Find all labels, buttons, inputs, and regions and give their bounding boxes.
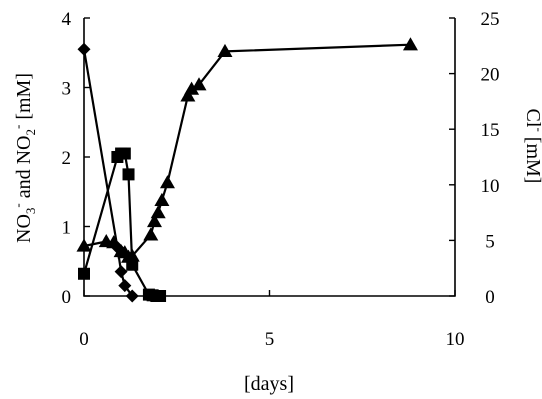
triangle-point <box>402 37 418 51</box>
y2-tick-label: 5 <box>485 231 495 252</box>
y-tick-label: 2 <box>62 148 72 169</box>
triangle-point <box>180 88 196 102</box>
series-triangle <box>76 37 418 263</box>
series-layer <box>76 37 418 303</box>
y2-tick-label: 0 <box>485 287 495 308</box>
y-axis-title: NO3- and NO2- [mM] <box>10 73 38 243</box>
y-tick-label: 4 <box>62 9 72 30</box>
y2-tick-label: 10 <box>481 176 500 197</box>
x-tick-label: 5 <box>265 329 275 350</box>
triangle-point <box>217 43 233 57</box>
diamond-point <box>114 265 128 279</box>
y-title-no2-sub: 2 <box>23 129 38 136</box>
diamond-point <box>125 289 139 303</box>
labels: [days] NO3- and NO2- [mM] Cl- [mM] <box>10 73 542 395</box>
y-title-no3: NO <box>13 214 35 243</box>
y-tick-label: 1 <box>62 218 72 239</box>
triangle-point <box>184 81 200 95</box>
square-point <box>78 267 90 280</box>
square-point <box>154 290 167 302</box>
square-point <box>118 147 131 160</box>
y2-title-cl: Cl <box>522 109 542 128</box>
y-tick-label: 3 <box>62 79 72 100</box>
x-tick-label: 10 <box>446 329 465 350</box>
triangle-point <box>106 235 122 249</box>
series-line-triangle <box>83 43 411 259</box>
triangle-point <box>143 227 159 241</box>
triangle-point <box>124 248 140 262</box>
y-title-no2-sup: - <box>10 125 25 129</box>
y2-title-cl-sup: - <box>532 127 542 131</box>
diamond-point <box>77 42 91 56</box>
triangle-point <box>191 77 207 91</box>
y2-tick-label: 15 <box>481 120 500 141</box>
diamond-point <box>118 279 132 293</box>
x-axis-title: [days] <box>244 373 294 395</box>
y-title-and: and NO <box>13 136 35 204</box>
triangle-point <box>154 192 170 206</box>
y2-axis-title: Cl- [mM] <box>522 109 542 184</box>
y-title-no3-sup: - <box>10 203 25 207</box>
x-tick-label: 0 <box>79 329 89 350</box>
axis-frame <box>83 18 456 297</box>
y2-title-unit: [mM] <box>522 132 542 184</box>
y-title-no3-sub: 3 <box>23 208 38 215</box>
triangle-point <box>76 238 92 252</box>
series-square <box>78 147 167 302</box>
y-title-unit: [mM] <box>13 73 35 125</box>
y2-tick-label: 25 <box>481 9 500 30</box>
triangle-point <box>159 175 175 189</box>
square-point <box>122 168 135 181</box>
triangle-point <box>146 213 162 228</box>
triangle-point <box>150 205 166 219</box>
y2-tick-label: 20 <box>481 65 500 86</box>
axes: 0 5 10 0 1 2 3 4 0 5 10 15 20 25 <box>62 9 500 350</box>
y-tick-label: 0 <box>62 287 72 308</box>
